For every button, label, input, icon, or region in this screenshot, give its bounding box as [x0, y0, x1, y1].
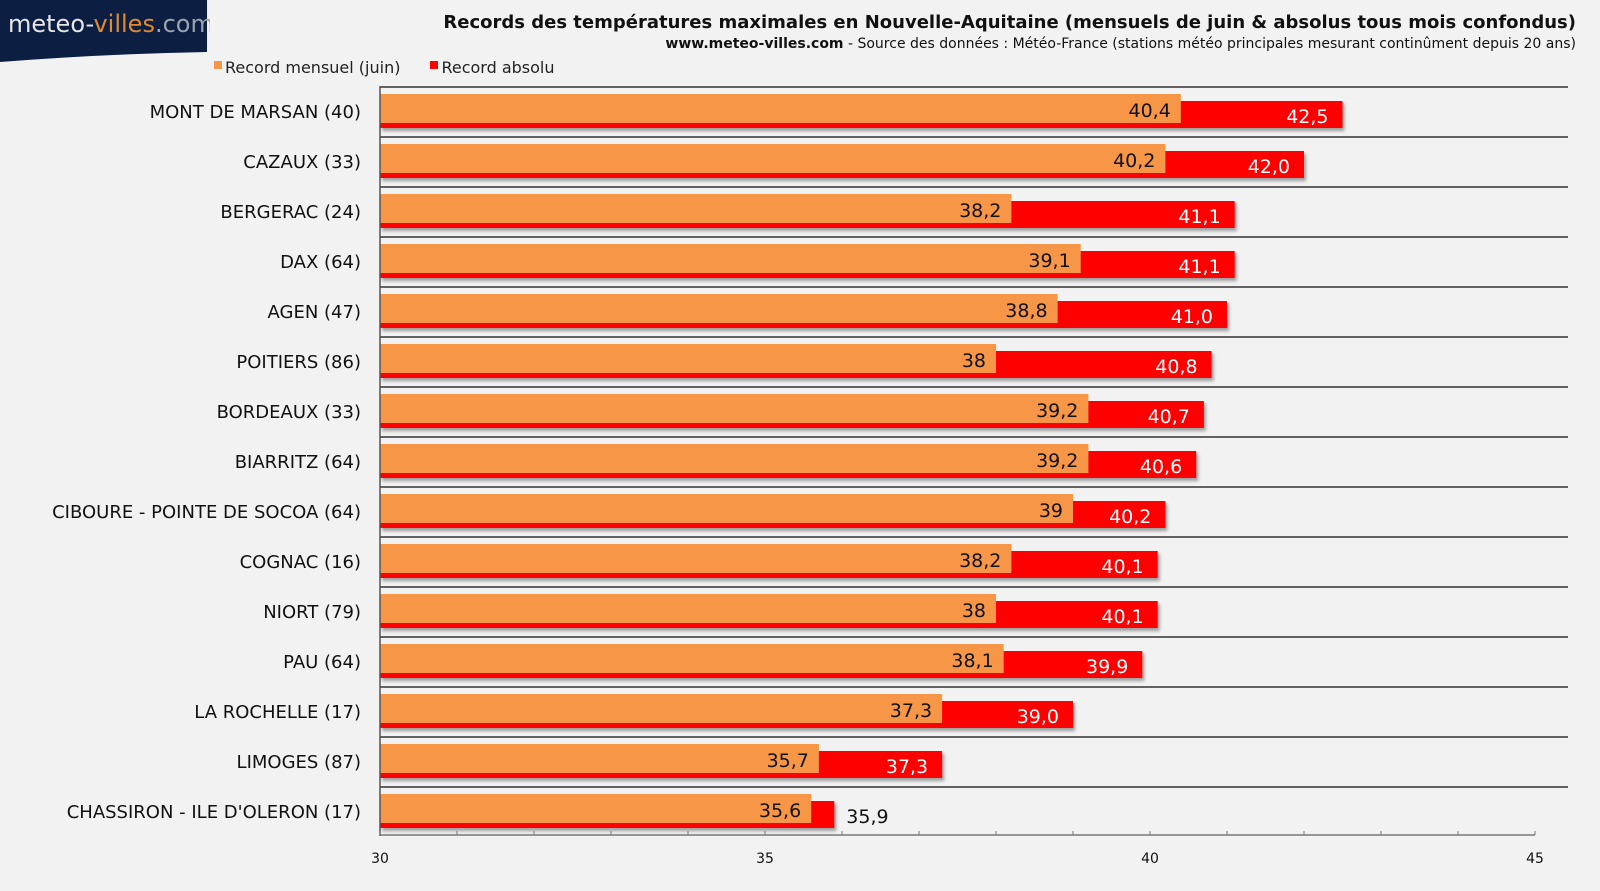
value-label-monthly: 39,2 [1036, 450, 1078, 472]
value-label-monthly: 40,2 [1113, 150, 1155, 172]
value-label-absolute: 40,8 [1155, 356, 1197, 378]
value-label-absolute: 39,9 [1086, 656, 1128, 678]
bar-monthly [380, 394, 1089, 423]
site-logo: meteo-villes.com [0, 0, 210, 62]
value-label-absolute: 42,0 [1248, 156, 1290, 178]
category-label: LA ROCHELLE (17) [194, 702, 361, 723]
value-label-monthly: 40,4 [1128, 100, 1170, 122]
legend-item-absolute: Record absolu [430, 58, 555, 77]
category-label: AGEN (47) [268, 302, 361, 323]
x-tick-label: 45 [1526, 851, 1544, 867]
subtitle-site-link: www.meteo-villes.com [665, 36, 844, 52]
legend-label-monthly: Record mensuel (juin) [225, 58, 401, 77]
category-label: PAU (64) [283, 652, 361, 673]
category-label: COGNAC (16) [240, 552, 361, 573]
x-tick-label: 30 [371, 851, 389, 867]
value-label-absolute: 40,7 [1148, 406, 1190, 428]
category-label: POITIERS (86) [236, 352, 361, 373]
category-label: BORDEAUX (33) [217, 402, 361, 423]
bar-monthly [380, 744, 819, 773]
bar-monthly [380, 494, 1073, 523]
value-label-absolute: 41,1 [1178, 206, 1220, 228]
value-label-absolute: 40,1 [1101, 556, 1143, 578]
legend-label-absolute: Record absolu [441, 58, 555, 77]
bar-monthly [380, 344, 996, 373]
value-label-monthly: 38,1 [951, 650, 993, 672]
category-label: DAX (64) [280, 252, 361, 273]
legend-item-monthly: Record mensuel (juin) [214, 58, 400, 77]
value-label-absolute: 37,3 [886, 756, 928, 778]
value-label-absolute: 35,9 [846, 806, 888, 828]
x-tick-label: 35 [756, 851, 774, 867]
legend: Record mensuel (juin) Record absolu [214, 58, 555, 77]
logo-text-villes: villes [93, 10, 154, 38]
bar-monthly [380, 294, 1058, 323]
value-label-monthly: 39 [1039, 500, 1063, 522]
value-label-monthly: 35,6 [759, 800, 801, 822]
value-label-monthly: 37,3 [890, 700, 932, 722]
value-label-monthly: 38 [962, 350, 986, 372]
value-label-absolute: 39,0 [1017, 706, 1059, 728]
logo-text-com: .com [155, 10, 210, 38]
bar-monthly [380, 694, 943, 723]
value-label-monthly: 39,2 [1036, 400, 1078, 422]
legend-swatch-monthly [214, 60, 222, 69]
bar-monthly [380, 94, 1181, 123]
bar-monthly [380, 544, 1012, 573]
legend-swatch-absolute [430, 60, 439, 69]
category-label: BERGERAC (24) [220, 202, 361, 223]
chart-subtitle: www.meteo-villes.com - Source des donnée… [665, 36, 1576, 52]
category-label: LIMOGES (87) [237, 752, 361, 773]
category-label: BIARRITZ (64) [235, 452, 361, 473]
chart-title: Records des températures maximales en No… [443, 12, 1576, 33]
value-label-absolute: 42,5 [1286, 106, 1328, 128]
category-label: NIORT (79) [263, 602, 361, 623]
logo-background [0, 0, 207, 62]
category-label: CHASSIRON - ILE D'OLERON (17) [67, 802, 361, 823]
category-label: CAZAUX (33) [243, 152, 361, 173]
category-label: MONT DE MARSAN (40) [150, 102, 361, 123]
value-label-monthly: 39,1 [1028, 250, 1070, 272]
value-label-absolute: 40,1 [1101, 606, 1143, 628]
category-label: CIBOURE - POINTE DE SOCOA (64) [52, 502, 361, 523]
value-label-monthly: 38,2 [959, 550, 1001, 572]
value-label-absolute: 41,1 [1178, 256, 1220, 278]
logo-text-meteo: meteo- [8, 10, 93, 38]
bar-monthly [380, 144, 1166, 173]
value-label-absolute: 40,6 [1140, 456, 1182, 478]
subtitle-source: - Source des données : Météo-France (sta… [843, 36, 1576, 52]
bar-monthly [380, 644, 1004, 673]
bar-monthly [380, 594, 996, 623]
bar-monthly [380, 194, 1012, 223]
value-label-monthly: 38 [962, 600, 986, 622]
svg-text:meteo-villes.com: meteo-villes.com [8, 10, 210, 38]
value-label-absolute: 41,0 [1171, 306, 1213, 328]
value-label-monthly: 38,2 [959, 200, 1001, 222]
value-label-monthly: 35,7 [767, 750, 809, 772]
bar-monthly [380, 444, 1089, 473]
bar-monthly [380, 794, 812, 823]
value-label-monthly: 38,8 [1005, 300, 1047, 322]
x-tick-label: 40 [1141, 851, 1159, 867]
value-label-absolute: 40,2 [1109, 506, 1151, 528]
bar-monthly [380, 244, 1081, 273]
